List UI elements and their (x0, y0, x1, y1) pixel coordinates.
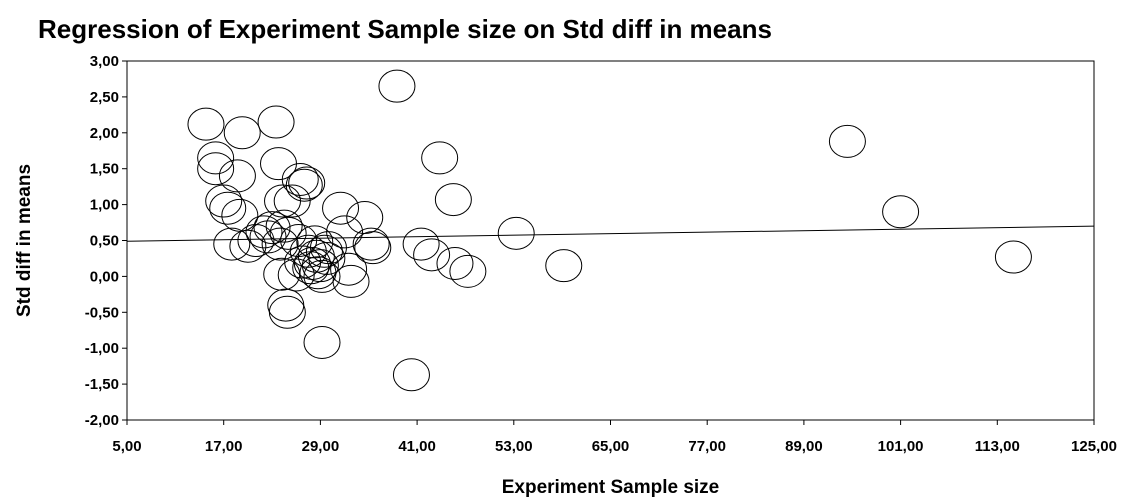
y-tick-label: 2,50 (90, 89, 119, 106)
data-point (221, 198, 259, 232)
y-axis: -2,00 -1,50 -1,00 -0,50 0,00 0,50 1,00 1,50 2,00… (85, 53, 127, 429)
data-points (187, 69, 1032, 392)
data-point (322, 191, 360, 225)
x-tick-label: 113,00 (975, 438, 1020, 455)
data-point (264, 184, 302, 218)
x-axis: 5,00 17,00 29,00 41,00 53,00 65,00 77,00 89,00 1… (112, 420, 1117, 455)
data-point (253, 211, 291, 245)
x-axis-title: Experiment Sample size (502, 477, 720, 498)
x-tick-label: 101,00 (878, 438, 924, 455)
x-tick-label: 125,00 (1071, 438, 1117, 455)
data-point (296, 225, 334, 259)
data-point (413, 238, 451, 272)
data-point (289, 234, 327, 268)
data-point (288, 166, 326, 200)
x-tick-label: 17,00 (205, 438, 243, 455)
y-tick-label: 0,50 (90, 233, 119, 250)
data-point (330, 252, 368, 286)
y-tick-label: -0,50 (85, 304, 119, 321)
data-point (223, 116, 261, 150)
data-point (261, 227, 299, 261)
data-point (308, 241, 346, 275)
data-point (449, 254, 487, 288)
x-tick-label: 41,00 (398, 438, 436, 455)
data-point (205, 184, 243, 218)
data-point (326, 215, 364, 249)
x-tick-label: 29,00 (302, 438, 340, 455)
data-point (285, 168, 323, 202)
data-point (265, 209, 303, 243)
data-point (267, 288, 305, 322)
data-point (197, 141, 235, 175)
data-point (392, 358, 430, 392)
data-point (229, 229, 267, 263)
data-point (281, 162, 319, 196)
data-point (352, 227, 390, 261)
data-point (197, 152, 235, 186)
data-point (332, 264, 370, 298)
data-point (882, 195, 920, 229)
x-tick-label: 5,00 (112, 438, 141, 455)
data-point (378, 69, 416, 103)
data-point (218, 159, 256, 193)
y-tick-label: 2,00 (90, 125, 119, 142)
data-point (436, 246, 474, 280)
regression-line (126, 225, 1095, 242)
data-point (268, 295, 306, 329)
x-tick-label: 77,00 (688, 438, 726, 455)
x-tick-label: 89,00 (785, 438, 823, 455)
data-point (209, 191, 247, 225)
data-point (354, 231, 392, 265)
data-point (257, 105, 295, 139)
data-point (245, 215, 283, 249)
data-point (301, 249, 339, 283)
data-point (249, 220, 287, 254)
y-tick-label: -1,00 (85, 340, 119, 357)
data-point (303, 259, 341, 293)
data-point (269, 216, 307, 250)
y-tick-label: -2,00 (85, 412, 119, 429)
data-point (297, 239, 335, 273)
y-axis-title: Std diff in means (14, 164, 35, 317)
data-point (237, 224, 275, 257)
data-point (497, 216, 535, 250)
y-tick-label: 0,00 (90, 268, 119, 285)
data-point (421, 141, 459, 175)
data-point (213, 227, 251, 261)
data-point (828, 124, 866, 158)
data-point (994, 240, 1032, 274)
x-tick-label: 65,00 (592, 438, 630, 455)
y-tick-label: -1,50 (85, 376, 119, 393)
y-tick-label: 1,50 (90, 161, 119, 178)
data-point (187, 107, 225, 141)
chart-title: Regression of Experiment Sample size on … (38, 14, 772, 44)
y-tick-label: 3,00 (90, 53, 119, 70)
data-point (402, 227, 440, 261)
x-tick-label: 53,00 (495, 438, 533, 455)
y-tick-label: 1,00 (90, 197, 119, 214)
data-point (545, 249, 583, 283)
data-point (273, 184, 311, 218)
data-point (434, 183, 472, 217)
data-point (303, 325, 341, 359)
